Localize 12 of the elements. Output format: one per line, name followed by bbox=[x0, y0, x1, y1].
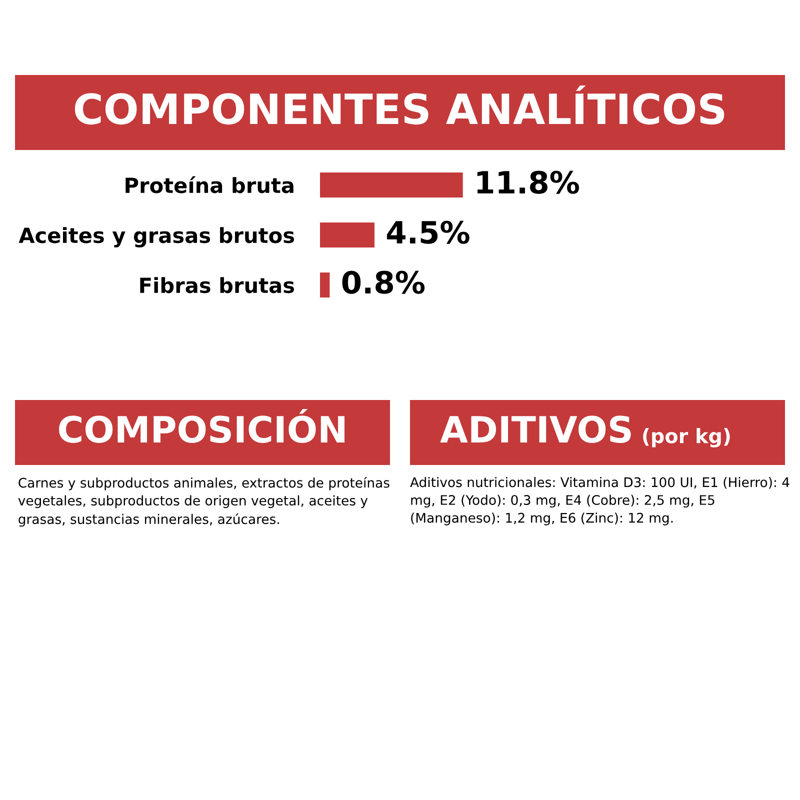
text: Carnes y subproductos animales, extractos de proteínas vegetales, subproductos de origen vegetal, aceites y grasas, sustancias minerales, azúcares. bbox=[18, 477, 390, 527]
text: Aditivos nutricionales: Vitamina D3: 100 UI, E1 (Hierro): 4 mg, E2 (Yodo): 0,3 mg, E4 (Cobre): 2,5 mg, E5 (Manganeso): 1,2 mg, E6 (Zinc): 12 mg. bbox=[410, 477, 790, 526]
data-label: 11.8% bbox=[477, 170, 579, 194]
text: (por kg) bbox=[643, 428, 730, 448]
text: COMPOSICIÓN bbox=[59, 409, 344, 443]
text: ADITIVOS bbox=[440, 416, 631, 443]
chart-title: COMPONENTES ANALÍTICOS bbox=[74, 85, 724, 125]
y-tick-label: Fibras brutas bbox=[140, 277, 294, 294]
y-tick-label: Aceites y grasas brutos bbox=[18, 227, 294, 248]
data-label: 4.5% bbox=[386, 220, 470, 244]
data-label: 0.8% bbox=[342, 270, 425, 294]
y-tick-label: Proteína bruta bbox=[126, 176, 294, 194]
